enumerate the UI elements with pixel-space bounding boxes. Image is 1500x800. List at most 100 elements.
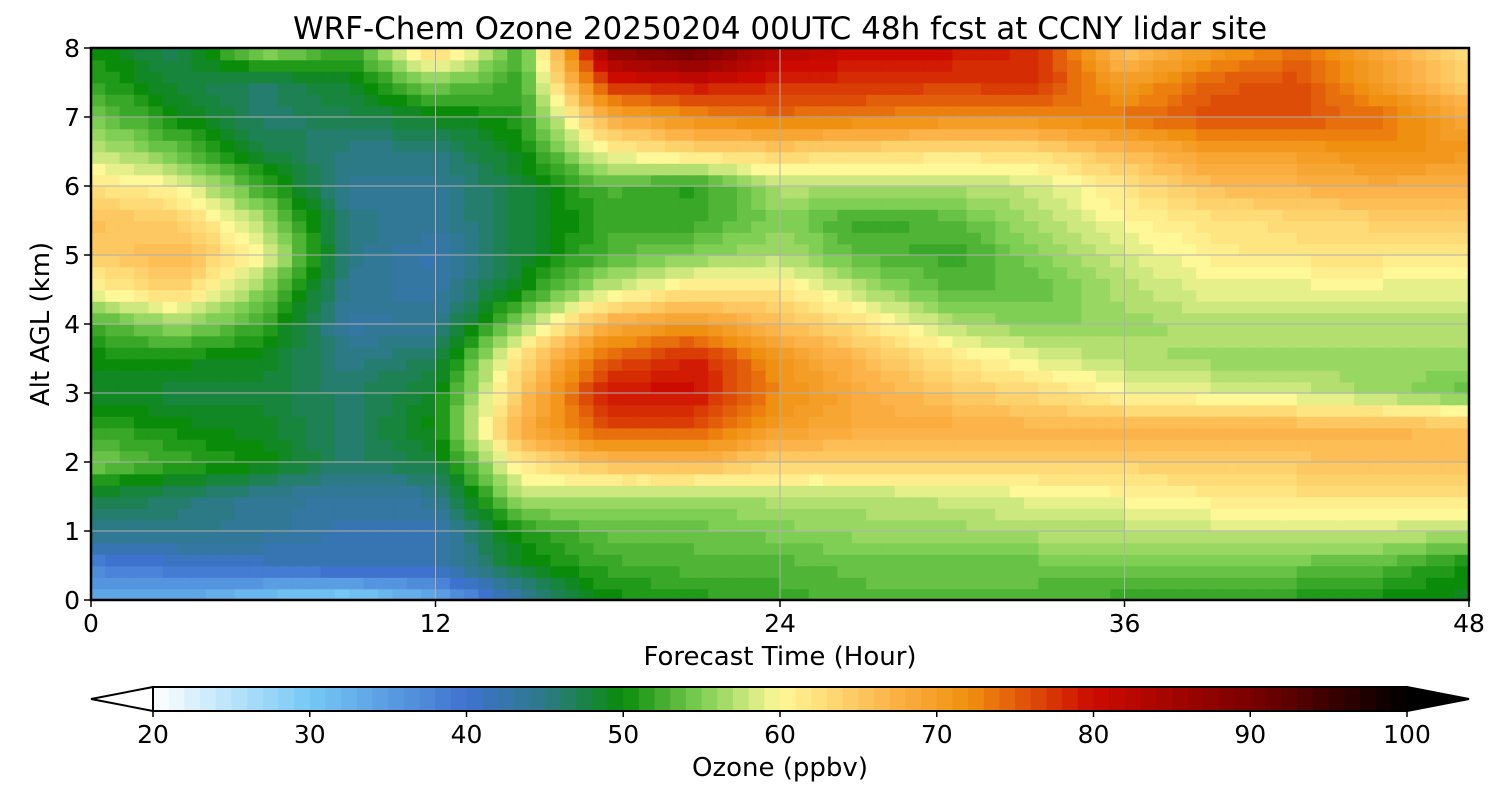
- heatmap-cell: [780, 427, 796, 440]
- heatmap-cell: [1181, 416, 1198, 429]
- heatmap-cell: [1253, 117, 1269, 130]
- heatmap-cell: [952, 312, 968, 325]
- heatmap-cell: [980, 531, 997, 544]
- heatmap-cell: [823, 324, 839, 337]
- heatmap-cell: [1009, 473, 1025, 486]
- heatmap-cell: [622, 117, 638, 130]
- heatmap-cell: [894, 243, 910, 256]
- heatmap-cell: [722, 71, 738, 84]
- heatmap-cell: [1067, 220, 1083, 233]
- heatmap-cell: [521, 393, 537, 406]
- heatmap-cell: [1368, 450, 1384, 463]
- heatmap-cell: [105, 588, 121, 600]
- heatmap-cell: [1239, 381, 1255, 394]
- heatmap-cell: [665, 255, 681, 268]
- heatmap-cell: [1138, 59, 1154, 72]
- heatmap-cell: [808, 59, 824, 72]
- heatmap-cell: [650, 450, 666, 463]
- heatmap-cell: [1038, 485, 1054, 498]
- heatmap-cell: [1296, 519, 1312, 532]
- heatmap-cell: [1282, 209, 1298, 222]
- heatmap-cell: [162, 197, 178, 210]
- heatmap-cell: [205, 565, 221, 578]
- heatmap-cell: [1167, 278, 1183, 291]
- heatmap-cell: [593, 140, 609, 153]
- heatmap-cell: [808, 278, 824, 291]
- colorbar-tick-label: 20: [137, 720, 169, 749]
- heatmap-cell: [866, 496, 882, 509]
- heatmap-cell: [378, 151, 394, 164]
- heatmap-cell: [1210, 59, 1226, 72]
- heatmap-cell: [435, 232, 451, 245]
- heatmap-cell: [234, 416, 250, 429]
- heatmap-cell: [894, 588, 910, 600]
- heatmap-cell: [1440, 151, 1456, 164]
- heatmap-cell: [507, 82, 523, 95]
- heatmap-cell: [765, 186, 781, 199]
- heatmap-cell: [162, 462, 178, 475]
- heatmap-cell: [1138, 243, 1154, 256]
- heatmap-cell: [105, 358, 121, 371]
- heatmap-cell: [708, 301, 724, 314]
- heatmap-cell: [1095, 439, 1111, 452]
- heatmap-cell: [665, 335, 681, 348]
- heatmap-cell: [693, 278, 710, 291]
- heatmap-cell: [148, 370, 164, 383]
- heatmap-cell: [1382, 48, 1399, 61]
- heatmap-cell: [1296, 462, 1312, 475]
- heatmap-cell: [823, 381, 839, 394]
- heatmap-cell: [952, 220, 968, 233]
- heatmap-cell: [1382, 473, 1399, 486]
- heatmap-cell: [1282, 473, 1298, 486]
- heatmap-cell: [1339, 496, 1355, 509]
- heatmap-cell: [708, 404, 724, 417]
- heatmap-cell: [780, 335, 796, 348]
- heatmap-cell: [693, 381, 710, 394]
- heatmap-cell: [1024, 82, 1040, 95]
- heatmap-cell: [1440, 255, 1456, 268]
- heatmap-cell: [550, 404, 566, 417]
- heatmap-cell: [765, 554, 781, 567]
- heatmap-cell: [119, 588, 135, 600]
- heatmap-cell: [162, 289, 178, 302]
- x-axis: 0 12 24 36 48: [83, 600, 1485, 638]
- colorbar-tick-label: 90: [1234, 720, 1266, 749]
- colorbar-swatch: [764, 687, 781, 711]
- heatmap-cell: [952, 324, 968, 337]
- heatmap-cell: [378, 278, 394, 291]
- heatmap-cell: [263, 301, 279, 314]
- heatmap-cell: [1382, 347, 1399, 360]
- heatmap-cell: [937, 48, 954, 61]
- heatmap-cell: [449, 82, 465, 95]
- heatmap-cell: [1196, 508, 1212, 521]
- heatmap-cell: [1268, 473, 1284, 486]
- heatmap-cell: [421, 94, 437, 107]
- heatmap-cell: [1440, 140, 1456, 153]
- heatmap-cell: [535, 117, 552, 130]
- heatmap-cell: [234, 105, 250, 118]
- heatmap-cell: [1038, 508, 1054, 521]
- heatmap-cell: [421, 312, 437, 325]
- heatmap-cell: [837, 381, 853, 394]
- heatmap-cell: [464, 427, 480, 440]
- heatmap-cell: [1052, 462, 1068, 475]
- heatmap-cell: [1368, 324, 1384, 337]
- heatmap-cell: [1382, 577, 1399, 590]
- heatmap-cell: [1081, 485, 1097, 498]
- heatmap-cell: [478, 462, 494, 475]
- heatmap-cell: [277, 71, 293, 84]
- heatmap-cell: [1067, 393, 1083, 406]
- heatmap-cell: [263, 565, 279, 578]
- heatmap-cell: [894, 140, 910, 153]
- heatmap-cell: [708, 174, 724, 187]
- heatmap-cell: [492, 278, 509, 291]
- heatmap-cell: [1167, 209, 1183, 222]
- heatmap-cell: [1124, 186, 1140, 199]
- heatmap-cell: [794, 427, 810, 440]
- heatmap-cell: [421, 577, 437, 590]
- heatmap-cell: [1138, 151, 1154, 164]
- heatmap-cell: [148, 450, 164, 463]
- heatmap-cell: [1368, 519, 1384, 532]
- colorbar-swatch: [450, 687, 468, 711]
- heatmap-cell: [191, 450, 207, 463]
